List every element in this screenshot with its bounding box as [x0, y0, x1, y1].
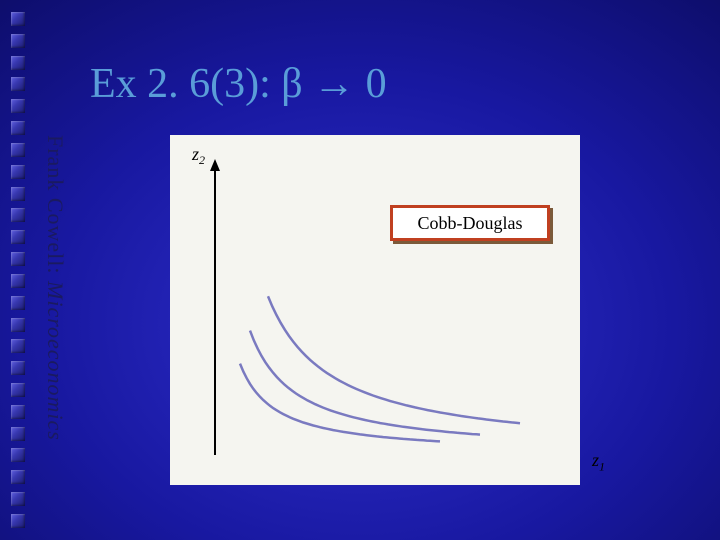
chart-panel: z2 Cobb-Douglas z1: [170, 135, 580, 485]
author-name: Frank Cowell:: [43, 135, 68, 281]
slide-title: Ex 2. 6(3): β → 0: [90, 60, 387, 108]
x-axis-label: z1: [592, 450, 605, 475]
author-credit: Frank Cowell: Microeconomics: [42, 135, 68, 441]
legend-label: Cobb-Douglas: [390, 205, 550, 241]
y-axis-label: z2: [191, 144, 205, 167]
decorative-dot-column: [0, 0, 36, 540]
isoquant-chart: z2: [170, 135, 580, 485]
book-title: Microeconomics: [43, 281, 68, 441]
chart-legend: Cobb-Douglas: [390, 205, 550, 241]
